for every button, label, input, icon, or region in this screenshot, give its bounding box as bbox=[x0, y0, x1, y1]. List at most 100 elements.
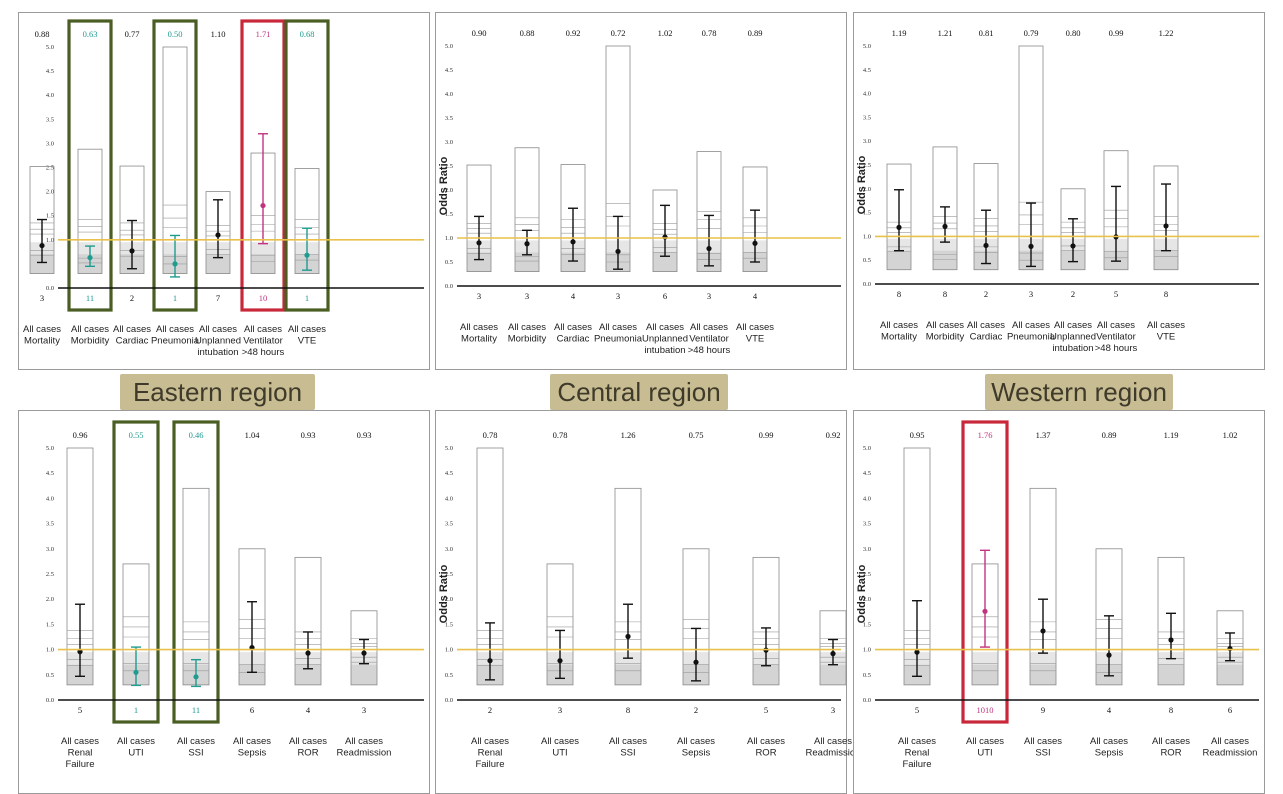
odds-ratio-point bbox=[193, 674, 199, 680]
chart-eastern-top: 0.00.51.01.52.02.53.03.54.04.55.00.883Al… bbox=[18, 12, 430, 370]
odds-ratio-point bbox=[693, 659, 699, 665]
odds-ratio-value: 0.46 bbox=[189, 430, 204, 440]
category-label: ROR bbox=[297, 748, 318, 759]
category-label: All cases bbox=[345, 736, 383, 747]
count-label: 8 bbox=[1164, 289, 1168, 299]
odds-ratio-point bbox=[706, 245, 712, 252]
odds-ratio-value: 1.22 bbox=[1159, 28, 1174, 38]
y-tick-label: 3.0 bbox=[46, 140, 54, 147]
category-label: All cases bbox=[113, 324, 151, 335]
category-label: Failure bbox=[902, 759, 931, 770]
funnel-box bbox=[682, 548, 710, 686]
count-label: 4 bbox=[753, 291, 758, 301]
odds-ratio-value: 0.99 bbox=[1109, 28, 1124, 38]
odds-ratio-value: 0.72 bbox=[611, 28, 626, 38]
odds-ratio-value: 0.63 bbox=[83, 29, 98, 39]
funnel-shade-dark bbox=[239, 664, 265, 685]
category-label: All cases bbox=[460, 322, 498, 333]
odds-ratio-point bbox=[304, 252, 310, 258]
count-label: 5 bbox=[78, 705, 82, 715]
count-label: 5 bbox=[915, 705, 919, 715]
funnel-shade-dark bbox=[615, 664, 641, 685]
category-label: ROR bbox=[755, 748, 776, 759]
y-tick-label: 5.0 bbox=[445, 445, 453, 452]
funnel-box bbox=[1018, 45, 1044, 271]
category-label: Mortality bbox=[24, 336, 60, 347]
chart-central-top: 0.0 0.5 1.0 1.5 2.0 2.5 3.0 3.5 4.0 4.5 5.0 Odds Ra… bbox=[435, 12, 847, 370]
odds-ratio-point bbox=[557, 658, 563, 664]
significance-highlight-box bbox=[284, 19, 330, 312]
category-label: All cases bbox=[471, 736, 509, 747]
category-label: All cases bbox=[541, 736, 579, 747]
count-label: 3 bbox=[1029, 289, 1033, 299]
count-label: 3 bbox=[40, 293, 44, 303]
y-tick-label: 5.0 bbox=[46, 44, 54, 51]
panel-frame bbox=[18, 12, 430, 370]
panel-frame bbox=[853, 410, 1265, 794]
category-label: >48 hours bbox=[242, 347, 285, 358]
odds-ratio-point bbox=[570, 239, 576, 245]
y-tick-label: 0.0 bbox=[46, 697, 54, 704]
funnel-shade-dark bbox=[1217, 664, 1243, 685]
funnel-box bbox=[652, 189, 678, 272]
y-tick-label: 3.5 bbox=[863, 521, 871, 528]
category-label: All cases bbox=[23, 324, 61, 335]
odds-ratio-value: 0.75 bbox=[689, 430, 704, 440]
category-label: Pneumonia bbox=[594, 334, 643, 345]
category-label: All cases bbox=[117, 736, 155, 747]
odds-ratio-value: 0.89 bbox=[748, 28, 763, 38]
odds-ratio-point bbox=[896, 224, 902, 230]
funnel-shade-dark bbox=[972, 664, 998, 685]
category-label: Readmission bbox=[806, 748, 861, 759]
y-tick-label: 5.0 bbox=[445, 43, 453, 50]
category-label: All cases bbox=[177, 736, 215, 747]
y-tick-label: 3.5 bbox=[445, 115, 453, 122]
odds-ratio-point bbox=[1070, 243, 1076, 249]
count-label: 8 bbox=[897, 289, 901, 299]
odds-ratio-value: 1.37 bbox=[1036, 430, 1051, 440]
category-label: SSI bbox=[1035, 748, 1050, 759]
y-tick-label: 4.5 bbox=[863, 470, 871, 477]
odds-ratio-value: 0.88 bbox=[35, 29, 50, 39]
odds-ratio-point bbox=[215, 232, 221, 238]
category-label: All cases bbox=[289, 736, 327, 747]
y-tick-label: 3.0 bbox=[445, 139, 453, 146]
y-tick-label: 3.5 bbox=[445, 521, 453, 528]
category-label: Sepsis bbox=[238, 748, 267, 759]
odds-ratio-value: 1.04 bbox=[245, 430, 261, 440]
funnel-box bbox=[614, 487, 642, 686]
count-label: 5 bbox=[764, 705, 768, 715]
funnel-box bbox=[476, 447, 504, 686]
category-label: All cases bbox=[1211, 736, 1249, 747]
funnel-shade-dark bbox=[561, 252, 585, 272]
y-tick-label: 0.0 bbox=[863, 281, 871, 288]
funnel-box bbox=[752, 556, 780, 686]
y-tick-label: 1.0 bbox=[863, 233, 871, 240]
y-tick-label: 3.0 bbox=[863, 546, 871, 553]
category-label: All cases bbox=[1090, 736, 1128, 747]
significance-highlight-box bbox=[961, 420, 1009, 724]
funnel-box bbox=[514, 147, 540, 272]
category-label: All cases bbox=[233, 736, 271, 747]
y-tick-label: 1.5 bbox=[445, 211, 453, 218]
count-label: 2 bbox=[694, 705, 698, 715]
funnel-box bbox=[1095, 548, 1123, 686]
y-tick-label: 3.0 bbox=[863, 138, 871, 145]
count-label: 9 bbox=[1041, 705, 1045, 715]
count-label: 8 bbox=[1169, 705, 1173, 715]
odds-ratio-value: 0.88 bbox=[520, 28, 535, 38]
odds-ratio-value: 1.21 bbox=[938, 28, 953, 38]
category-label: All cases bbox=[244, 324, 282, 335]
region-label-central: Central region bbox=[550, 374, 728, 410]
